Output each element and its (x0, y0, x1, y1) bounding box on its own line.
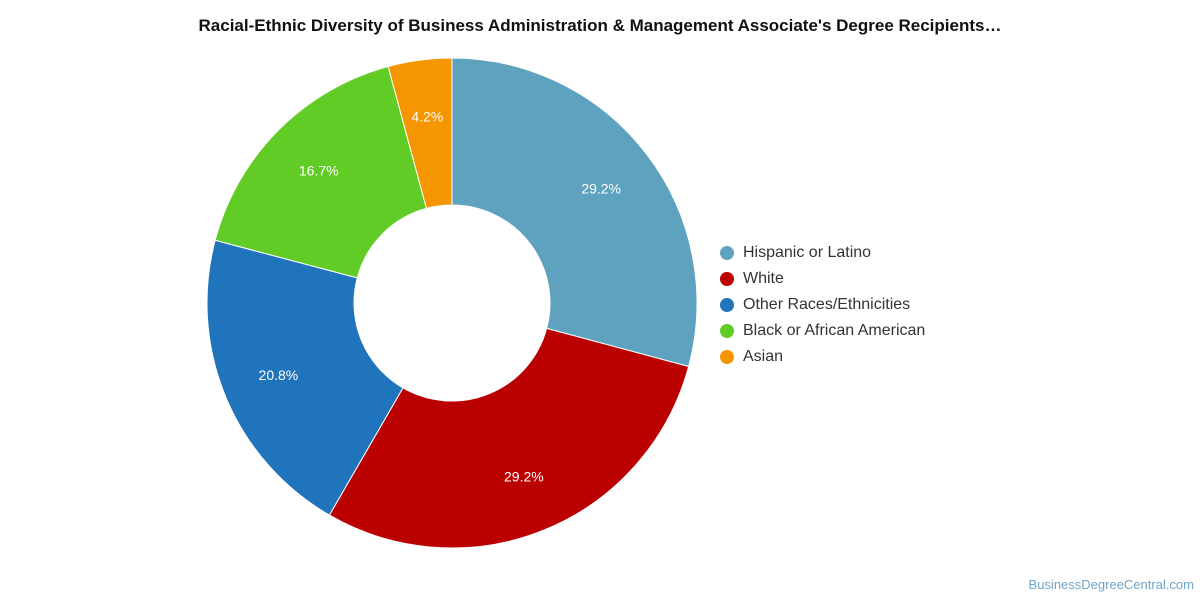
legend-item-4[interactable]: Black or African American (720, 318, 925, 344)
donut-slice-1[interactable] (451, 57, 698, 368)
legend-marker-icon (720, 324, 734, 338)
chart-title: Racial-Ethnic Diversity of Business Admi… (198, 16, 1002, 35)
source-credit[interactable]: BusinessDegreeCentral.com (1028, 577, 1194, 592)
legend-label: Hispanic or Latino (743, 244, 872, 261)
donut-slice-4[interactable] (214, 65, 428, 279)
slice-label-4: 16.7% (299, 162, 339, 178)
legend-label: Asian (743, 348, 784, 365)
legend-item-3[interactable]: Other Races/Ethnicities (720, 292, 925, 318)
legend-item-5[interactable]: Asian (720, 344, 925, 370)
donut-slice-3[interactable] (206, 239, 404, 516)
legend-marker-icon (720, 350, 734, 364)
legend-marker-icon (720, 272, 734, 286)
donut-slice-2[interactable] (328, 327, 690, 549)
slice-label-2: 29.2% (504, 469, 544, 485)
legend-item-2[interactable]: White (720, 266, 925, 292)
legend-label: Other Races/Ethnicities (743, 296, 911, 313)
legend-item-1[interactable]: Hispanic or Latino (720, 240, 925, 266)
legend-label: White (743, 270, 784, 287)
slice-label-1: 29.2% (581, 181, 621, 197)
slice-label-5: 4.2% (411, 109, 443, 125)
slice-label-3: 20.8% (259, 367, 299, 383)
legend: Hispanic or Latino White Other Races/Ethni… (720, 240, 925, 370)
legend-marker-icon (720, 298, 734, 312)
donut-slice-5[interactable] (387, 57, 453, 209)
legend-label: Black or African American (743, 322, 926, 339)
legend-marker-icon (720, 246, 734, 260)
